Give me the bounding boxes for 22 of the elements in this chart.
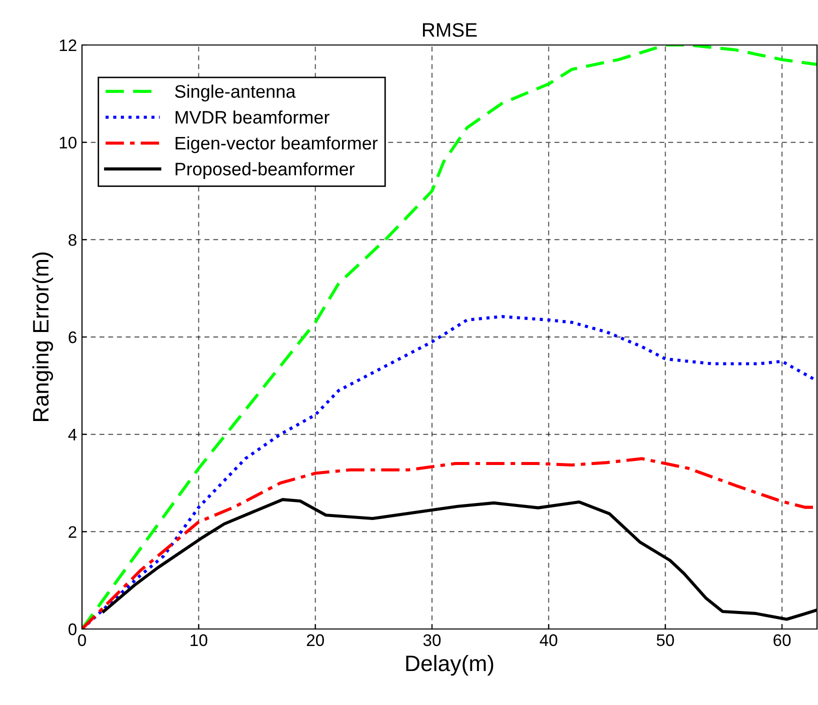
y-tick-label: 12 [60,39,76,52]
x-tick-label: 60 [774,634,791,646]
y-axis-title: Ranging Error(m) [32,252,54,421]
y-tick-label: 6 [68,331,76,344]
x-tick-label: 30 [423,634,441,646]
y-tick-label: 10 [60,136,76,149]
legend-label: Proposed-beamformer [176,162,355,180]
y-tick-label: 2 [68,526,76,538]
chart-title: RMSE [423,23,477,37]
x-tick-label: 0 [78,634,86,646]
legend-label: Eigen-vector beamformer [176,136,378,154]
y-tick-label: 0 [68,623,76,636]
y-tick-label: 4 [68,428,77,440]
x-tick-label: 10 [190,634,208,646]
x-axis-title: Delay(m) [406,654,494,676]
x-tick-label: 20 [306,634,324,646]
line-series [82,45,817,629]
legend-label: MVDR beamformer [176,110,330,124]
x-tick-label: 40 [540,634,558,646]
x-tick-label: 50 [656,634,674,646]
y-tick-label: 8 [68,234,76,246]
legend-label: Single-antenna [175,84,296,102]
